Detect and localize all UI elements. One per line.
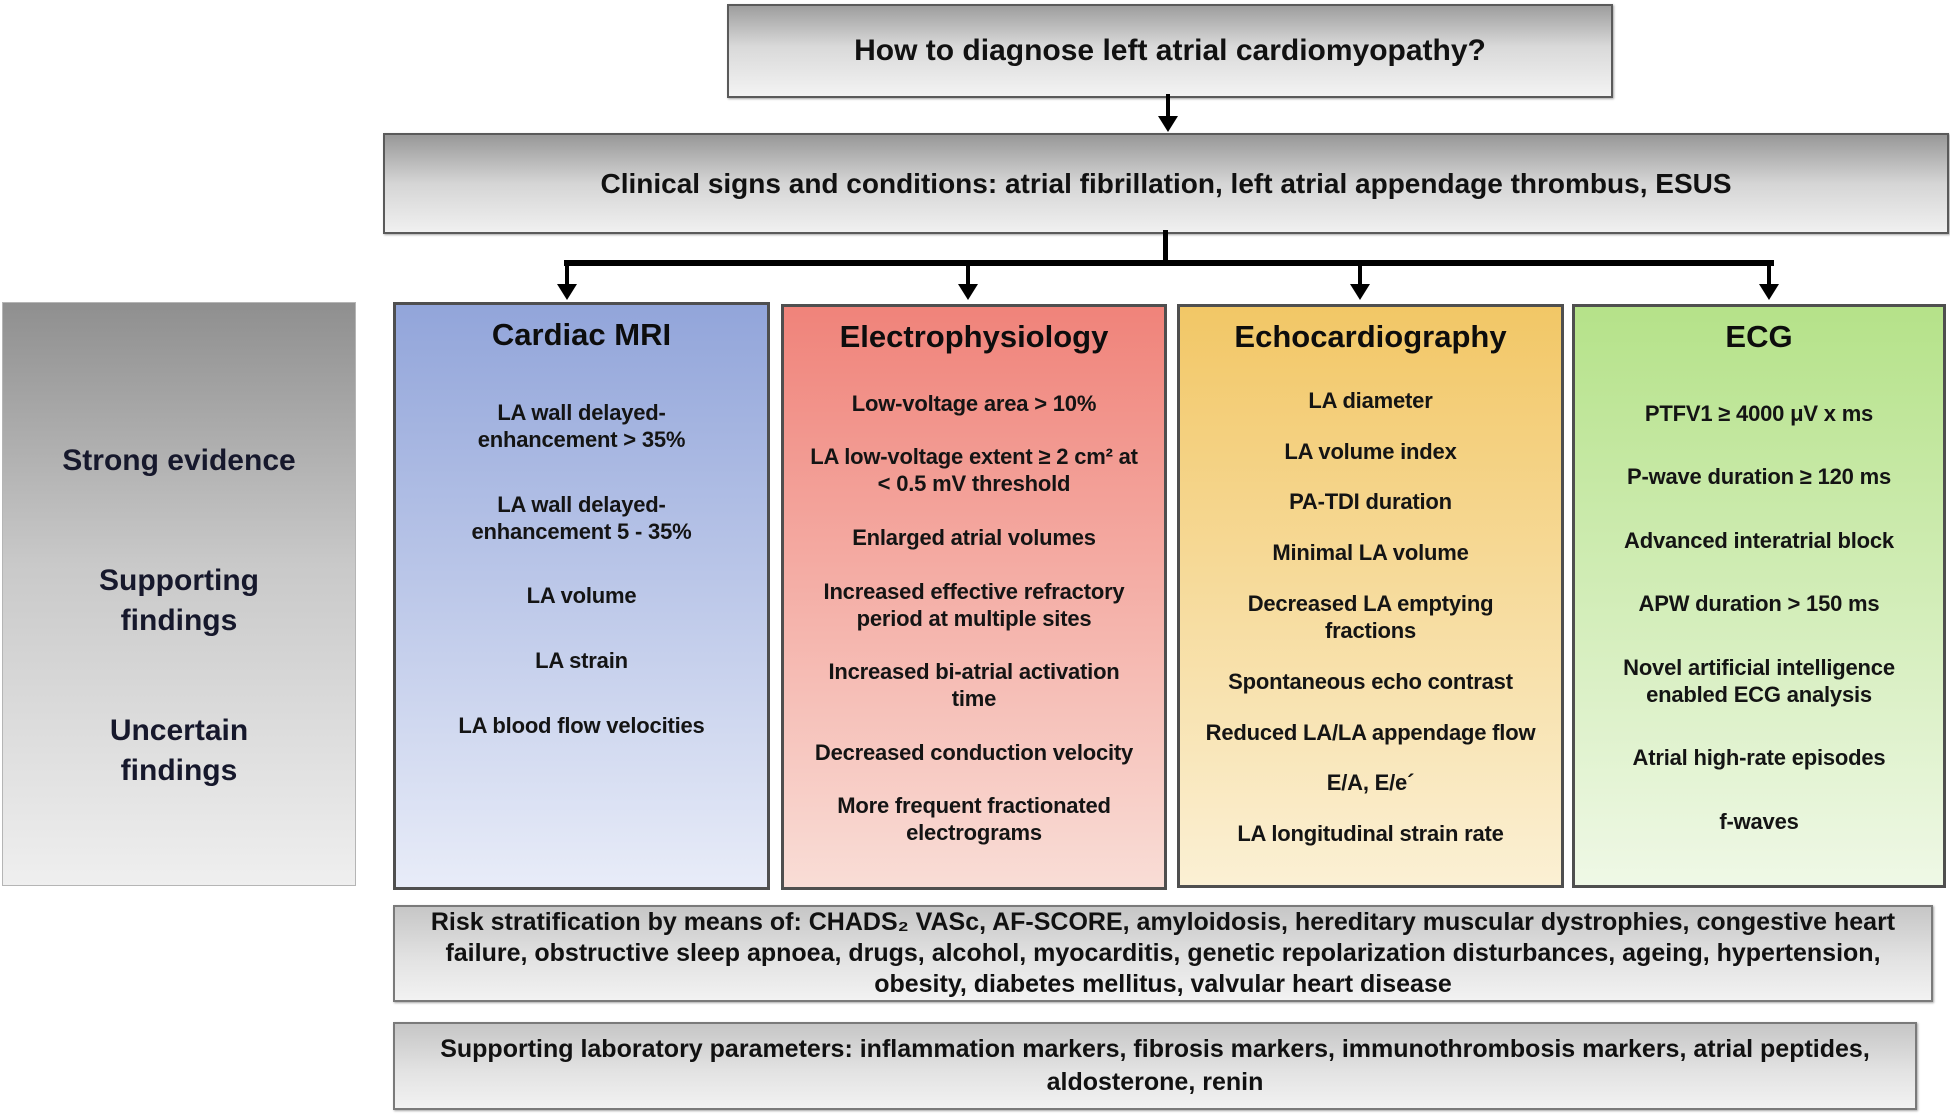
risk-stratification-text: Risk stratification by means of: CHADS₂ … (430, 908, 1896, 998)
arrow-down-icon (1350, 284, 1370, 300)
column-title: Electrophysiology (839, 319, 1109, 354)
label-uncertain-findings: Uncertain findings (109, 714, 249, 787)
finding-item: Decreased conduction velocity (814, 739, 1134, 765)
finding-item: LA volume index (1284, 438, 1457, 464)
laboratory-parameters-text: Supporting laboratory parameters: inflam… (440, 1035, 1870, 1096)
column-cardiac-mri: Cardiac MRI LA wall delayed- enhancement… (393, 302, 770, 890)
finding-item: LA diameter (1308, 387, 1433, 413)
connector-line (966, 266, 970, 284)
finding-item: LA wall delayed- enhancement 5 - 35% (471, 491, 692, 544)
column-echocardiography: Echocardiography LA diameter LA volume i… (1177, 304, 1564, 888)
arrow-down-icon (958, 284, 978, 300)
finding-item: f-waves (1719, 808, 1799, 834)
connector-line (1767, 266, 1771, 284)
arrow-down-icon (557, 284, 577, 300)
column-ecg: ECG PTFV1 ≥ 4000 μV x ms P-wave duration… (1572, 304, 1946, 888)
clinical-signs-box: Clinical signs and conditions: atrial fi… (383, 133, 1949, 234)
finding-item: LA wall delayed- enhancement > 35% (477, 399, 686, 452)
finding-item: E/A, E/e´ (1326, 770, 1415, 796)
finding-item: Decreased LA emptying fractions (1247, 590, 1494, 643)
finding-item: Reduced LA/LA appendage flow (1205, 719, 1536, 745)
title-box: How to diagnose left atrial cardiomyopat… (727, 4, 1613, 98)
finding-item: Spontaneous echo contrast (1228, 668, 1513, 694)
finding-item: Novel artificial intelligence enabled EC… (1623, 654, 1895, 707)
connector-bar (564, 260, 1774, 266)
column-electrophysiology: Electrophysiology Low-voltage area > 10%… (781, 304, 1167, 890)
finding-item: More frequent fractionated electrograms (837, 793, 1111, 846)
connector-line (1166, 94, 1170, 116)
connector-line (565, 266, 569, 284)
column-items: Low-voltage area > 10% LA low-voltage ex… (784, 355, 1164, 887)
finding-item: Minimal LA volume (1272, 540, 1469, 566)
finding-item: APW duration > 150 ms (1638, 591, 1880, 616)
finding-item: PTFV1 ≥ 4000 μV x ms (1644, 400, 1874, 426)
clinical-signs-text: Clinical signs and conditions: atrial fi… (600, 167, 1732, 199)
column-items: PTFV1 ≥ 4000 μV x ms P-wave duration ≥ 1… (1575, 355, 1943, 885)
risk-stratification-box: Risk stratification by means of: CHADS₂ … (393, 905, 1933, 1002)
laboratory-parameters-box: Supporting laboratory parameters: inflam… (393, 1022, 1917, 1110)
connector-line (1163, 230, 1168, 263)
diagram-title: How to diagnose left atrial cardiomyopat… (854, 34, 1486, 67)
finding-item: LA low-voltage extent ≥ 2 cm² at < 0.5 m… (810, 444, 1138, 497)
arrow-down-icon (1759, 284, 1779, 300)
column-items: LA diameter LA volume index PA-TDI durat… (1180, 355, 1561, 885)
finding-item: Low-voltage area > 10% (851, 390, 1097, 416)
evidence-panel: Strong evidence Supporting findings Unce… (2, 302, 356, 886)
column-title: Cardiac MRI (491, 317, 672, 352)
finding-item: LA strain (535, 648, 628, 674)
finding-item: Increased bi-atrial activation time (828, 659, 1120, 712)
finding-item: LA volume (526, 583, 637, 609)
finding-item: Atrial high-rate episodes (1632, 745, 1886, 770)
column-title: ECG (1725, 319, 1793, 354)
label-strong-evidence: Strong evidence (62, 444, 296, 477)
label-supporting-findings: Supporting findings (99, 564, 259, 637)
finding-item: LA longitudinal strain rate (1237, 821, 1504, 847)
column-title: Echocardiography (1234, 319, 1507, 354)
finding-item: Increased effective refractory period at… (823, 578, 1125, 631)
finding-item: Advanced interatrial block (1624, 527, 1894, 553)
finding-item: P-wave duration ≥ 120 ms (1626, 464, 1892, 489)
arrow-down-icon (1158, 116, 1178, 132)
connector-line (1358, 266, 1362, 284)
finding-item: PA-TDI duration (1289, 489, 1452, 515)
finding-item: Enlarged atrial volumes (852, 524, 1096, 550)
column-items: LA wall delayed- enhancement > 35% LA wa… (396, 353, 767, 887)
finding-item: LA blood flow velocities (458, 713, 705, 739)
